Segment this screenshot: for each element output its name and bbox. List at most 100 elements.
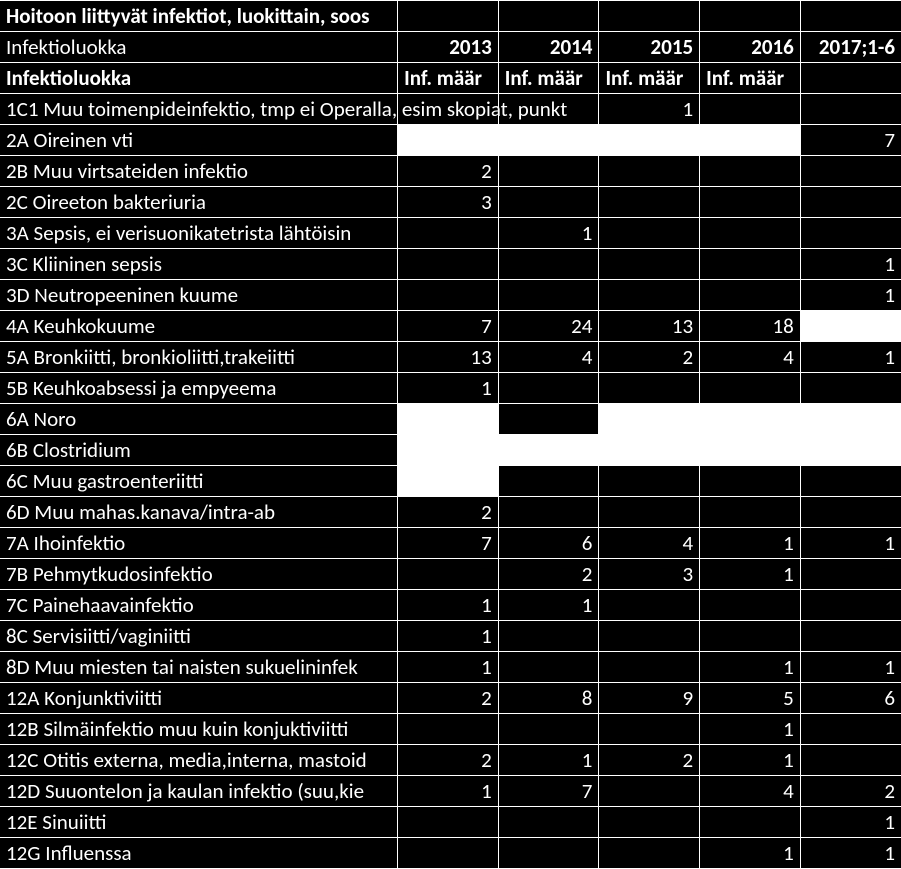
data-cell <box>800 714 901 745</box>
data-cell: 1 <box>800 280 901 311</box>
row-label: 6B Clostridium <box>0 435 398 466</box>
data-cell <box>700 94 801 125</box>
data-cell <box>599 838 700 869</box>
row-label: 2A Oireinen vti <box>0 125 398 156</box>
data-cell <box>599 590 700 621</box>
header-year: 2017;1-6 <box>800 32 901 63</box>
data-cell: 4 <box>599 528 700 559</box>
data-cell: 2 <box>398 683 499 714</box>
data-cell: 7 <box>498 776 599 807</box>
header-category-1: Infektioluokka <box>0 32 398 63</box>
data-cell: 6 <box>800 683 901 714</box>
data-cell <box>498 249 599 280</box>
data-cell <box>398 559 499 590</box>
data-cell <box>700 466 801 497</box>
row-label: 4A Keuhkokuume <box>0 311 398 342</box>
data-cell: 1 <box>398 776 499 807</box>
data-cell <box>398 280 499 311</box>
data-cell <box>800 156 901 187</box>
data-cell: 2 <box>398 156 499 187</box>
data-cell <box>498 838 599 869</box>
data-cell: 1 <box>398 621 499 652</box>
data-cell <box>800 745 901 776</box>
data-cell: 3 <box>398 187 499 218</box>
data-cell: 4 <box>700 776 801 807</box>
data-cell <box>700 404 801 435</box>
data-cell <box>599 776 700 807</box>
infection-table: Hoitoon liittyvät infektiot, luokittain,… <box>0 0 901 869</box>
header-sub: Inf. määr <box>700 63 801 94</box>
data-cell <box>398 838 499 869</box>
row-label: 5B Keuhkoabsessi ja empyeema <box>0 373 398 404</box>
data-cell: 18 <box>700 311 801 342</box>
row-label: 8C Servisiitti/vaginiitti <box>0 621 398 652</box>
data-cell <box>700 807 801 838</box>
data-cell <box>398 714 499 745</box>
data-cell: 9 <box>599 683 700 714</box>
header-category-2: Infektioluokka <box>0 63 398 94</box>
data-cell <box>800 497 901 528</box>
data-cell <box>398 435 499 466</box>
data-cell: 1 <box>700 745 801 776</box>
data-cell <box>700 590 801 621</box>
data-cell: 1 <box>398 652 499 683</box>
data-cell <box>498 373 599 404</box>
data-cell <box>800 621 901 652</box>
row-label: 12D Suuontelon ja kaulan infektio (suu,k… <box>0 776 398 807</box>
data-cell <box>800 218 901 249</box>
data-cell: 1 <box>498 218 599 249</box>
data-cell: 13 <box>398 342 499 373</box>
data-cell <box>498 807 599 838</box>
data-cell: 4 <box>498 342 599 373</box>
row-label: 1C1 Muu toimenpideinfektio, tmp ei Opera… <box>0 94 398 125</box>
data-cell: 3 <box>599 559 700 590</box>
data-cell: 1 <box>498 745 599 776</box>
row-label: 6D Muu mahas.kanava/intra-ab <box>0 497 398 528</box>
data-cell <box>599 218 700 249</box>
data-cell: 1 <box>700 528 801 559</box>
data-cell <box>599 280 700 311</box>
data-cell <box>599 249 700 280</box>
data-cell <box>599 435 700 466</box>
data-cell <box>700 249 801 280</box>
data-cell: 1 <box>700 714 801 745</box>
row-label: 2B Muu virtsateiden infektio <box>0 156 398 187</box>
header-empty <box>800 1 901 32</box>
data-cell: 1 <box>700 652 801 683</box>
data-cell: 1 <box>800 807 901 838</box>
data-cell <box>498 404 599 435</box>
table-title: Hoitoon liittyvät infektiot, luokittain,… <box>0 1 398 32</box>
data-cell <box>800 466 901 497</box>
row-label: 12E Sinuiitti <box>0 807 398 838</box>
data-cell: 7 <box>398 528 499 559</box>
data-cell <box>398 249 499 280</box>
data-cell: 2 <box>599 342 700 373</box>
data-cell: 2 <box>599 745 700 776</box>
data-cell: 6 <box>498 528 599 559</box>
row-label: 5A Bronkiitti, bronkioliitti,trakeiitti <box>0 342 398 373</box>
row-label: 6C Muu gastroenteriitti <box>0 466 398 497</box>
data-cell: 1 <box>700 838 801 869</box>
row-label: 7A Ihoinfektio <box>0 528 398 559</box>
data-cell: 2 <box>398 497 499 528</box>
row-label: 3D Neutropeeninen kuume <box>0 280 398 311</box>
row-label: 6A Noro <box>0 404 398 435</box>
data-cell <box>498 187 599 218</box>
data-cell <box>800 94 901 125</box>
data-cell <box>700 373 801 404</box>
data-cell <box>398 218 499 249</box>
data-cell <box>398 807 499 838</box>
data-cell <box>498 621 599 652</box>
data-cell <box>599 125 700 156</box>
row-label: 2C Oireeton bakteriuria <box>0 187 398 218</box>
row-label: 3A Sepsis, ei verisuonikatetrista lähtöi… <box>0 218 398 249</box>
header-sub: Inf. määr <box>498 63 599 94</box>
data-cell <box>800 404 901 435</box>
data-cell: 24 <box>498 311 599 342</box>
header-empty <box>398 1 499 32</box>
data-cell <box>800 435 901 466</box>
data-cell: 1 <box>800 249 901 280</box>
row-label: 12A Konjunktiviitti <box>0 683 398 714</box>
data-cell: 8 <box>498 683 599 714</box>
data-cell <box>700 125 801 156</box>
